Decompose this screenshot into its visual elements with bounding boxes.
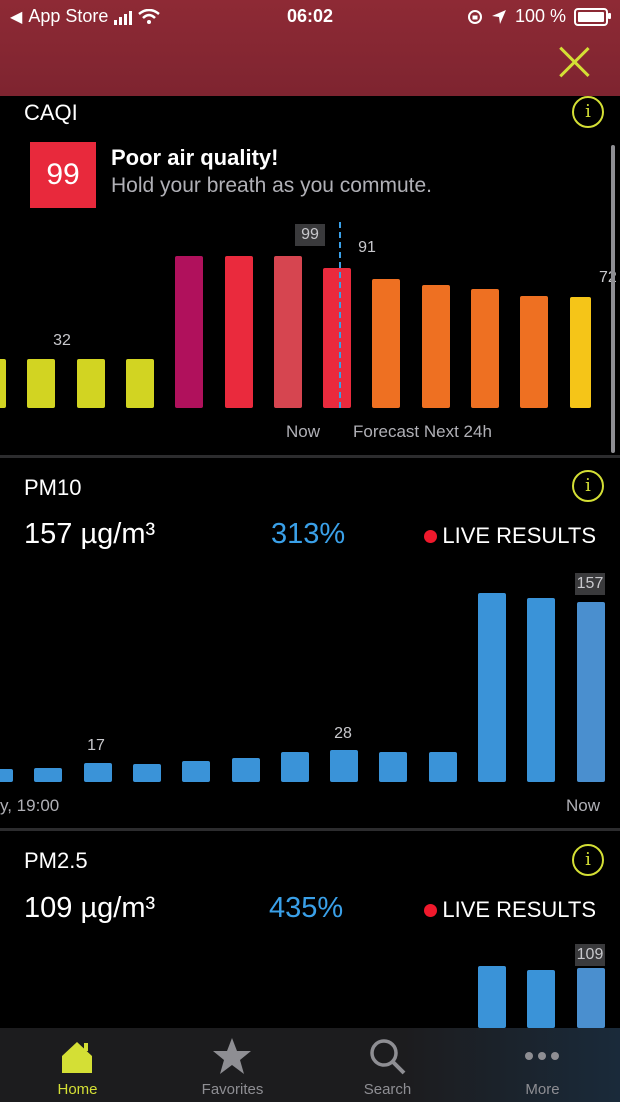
pm10-bar[interactable] — [527, 598, 556, 782]
caqi-bar[interactable] — [224, 255, 253, 408]
tab-more-label: More — [525, 1081, 560, 1098]
pm10-percent: 313% — [271, 518, 346, 550]
caqi-bar[interactable] — [520, 295, 549, 408]
caqi-headline: Poor air quality! — [111, 145, 279, 170]
caqi-label-now: 99 — [295, 224, 325, 246]
caqi-bar[interactable] — [273, 255, 302, 408]
pm10-bar[interactable] — [576, 601, 605, 782]
caqi-bar[interactable] — [76, 358, 105, 408]
star-icon — [213, 1038, 251, 1074]
caqi-bar[interactable] — [372, 278, 401, 408]
pm10-bar[interactable] — [34, 768, 63, 782]
pm10-bar[interactable] — [330, 749, 359, 782]
pm25-live-label: LIVE RESULTS — [442, 897, 596, 922]
pm10-label-17: 17 — [87, 737, 105, 754]
pm25-live-indicator: LIVE RESULTS — [424, 897, 596, 923]
caqi-title: CAQI — [24, 100, 78, 125]
pm10-bar[interactable] — [280, 752, 309, 782]
pm25-label-now: 109 — [575, 944, 605, 966]
live-dot-icon — [424, 903, 438, 917]
pm25-bar[interactable] — [527, 969, 556, 1028]
rotation-lock-icon — [467, 9, 482, 24]
pm25-title: PM2.5 — [24, 848, 88, 873]
tab-home[interactable]: Home — [0, 1028, 155, 1102]
tab-home-label: Home — [57, 1081, 98, 1098]
pm10-axis-start: y, 19:00 — [0, 796, 60, 815]
pm10-bar[interactable] — [379, 752, 408, 782]
pm10-bar[interactable] — [83, 762, 112, 782]
pm10-label-28: 28 — [334, 725, 352, 742]
pm10-bar[interactable] — [478, 592, 506, 782]
pm10-bar[interactable] — [182, 761, 211, 782]
pm10-bar[interactable] — [428, 752, 457, 782]
close-icon[interactable] — [558, 46, 590, 78]
caqi-label-91: 91 — [358, 239, 376, 256]
pm10-label-now: 157 — [575, 573, 605, 595]
caqi-label-32: 32 — [53, 332, 71, 349]
search-icon — [370, 1039, 406, 1075]
caqi-axis-now: Now — [286, 422, 321, 441]
tab-search-label: Search — [363, 1081, 412, 1098]
caqi-bar[interactable] — [323, 267, 352, 408]
battery-percent: 100 % — [514, 6, 566, 26]
caqi-bar[interactable] — [471, 289, 499, 408]
panel-divider — [0, 455, 620, 458]
pm25-bar[interactable] — [576, 968, 605, 1028]
status-time: 06:02 — [286, 6, 334, 26]
caqi-axis-forecast: Forecast Next 24h — [353, 422, 492, 441]
pm25-value: 109 µg/m³ — [24, 892, 156, 924]
pm25-bar[interactable] — [478, 966, 506, 1028]
caqi-bar[interactable] — [569, 297, 591, 408]
caqi-bar[interactable] — [27, 358, 56, 408]
battery-icon — [574, 7, 611, 26]
caqi-bar[interactable] — [0, 358, 6, 408]
pm10-live-label: LIVE RESULTS — [442, 523, 596, 548]
signal-icon — [114, 9, 133, 25]
back-chevron-icon[interactable]: ◀ — [10, 8, 23, 26]
pm10-axis-now: Now — [566, 796, 601, 815]
caqi-bar[interactable] — [175, 255, 204, 408]
pm25-percent: 435% — [269, 892, 344, 924]
caqi-value-badge: 99 — [30, 142, 96, 208]
carrier-label: App Store — [28, 6, 109, 26]
pm10-value: 157 µg/m³ — [24, 518, 156, 550]
caqi-bar[interactable] — [421, 284, 450, 408]
pm10-bar[interactable] — [231, 757, 260, 782]
pm25-info-icon[interactable]: i — [572, 844, 604, 876]
caqi-subline: Hold your breath as you commute. — [111, 174, 432, 197]
caqi-bar[interactable] — [125, 358, 154, 408]
tab-bar: Home Favorites Search More — [0, 1028, 620, 1102]
wifi-icon — [138, 8, 161, 24]
tab-more[interactable]: More — [465, 1028, 620, 1102]
pm10-live-indicator: LIVE RESULTS — [424, 523, 596, 549]
location-arrow-icon — [491, 9, 506, 24]
panel-divider — [0, 828, 620, 831]
live-dot-icon — [424, 529, 438, 543]
pm10-bar[interactable] — [132, 763, 161, 782]
header-bar: ◀ App Store 06:02 100 % — [0, 0, 620, 96]
pm10-info-icon[interactable]: i — [572, 470, 604, 502]
tab-favorites[interactable]: Favorites — [155, 1028, 310, 1102]
home-icon — [62, 1042, 92, 1073]
tab-search[interactable]: Search — [310, 1028, 465, 1102]
pm10-title: PM10 — [24, 475, 82, 500]
caqi-label-72: 72 — [599, 269, 617, 286]
now-divider — [339, 222, 341, 408]
caqi-info-icon[interactable]: i — [572, 96, 604, 128]
pm10-bar[interactable] — [0, 769, 13, 782]
status-bar: ◀ App Store 06:02 100 % — [0, 0, 620, 34]
more-icon — [525, 1052, 559, 1060]
tab-favorites-label: Favorites — [201, 1081, 264, 1098]
scrollbar[interactable] — [611, 145, 615, 453]
